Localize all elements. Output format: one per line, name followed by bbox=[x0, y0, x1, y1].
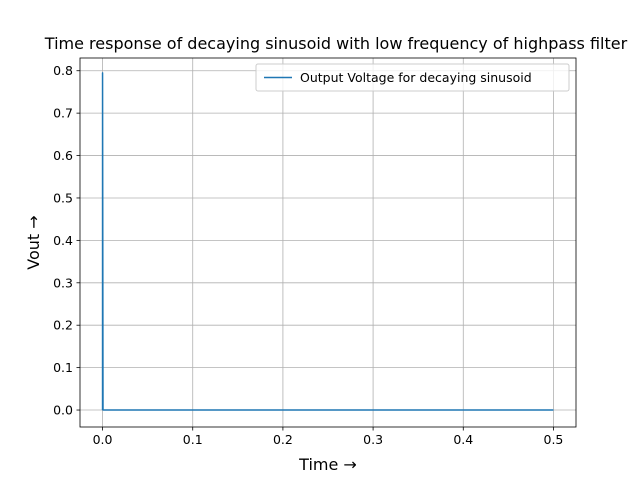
x-tick-label: 0.4 bbox=[453, 432, 473, 447]
x-tick-label: 0.5 bbox=[544, 432, 564, 447]
y-tick-label: 0.8 bbox=[53, 63, 73, 78]
legend-label: Output Voltage for decaying sinusoid bbox=[300, 70, 532, 85]
x-tick-label: 0.3 bbox=[363, 432, 383, 447]
y-tick-label: 0.2 bbox=[53, 318, 73, 333]
legend-box bbox=[255, 63, 570, 92]
plot-frame bbox=[79, 57, 577, 428]
legend: Output Voltage for decaying sinusoid bbox=[255, 63, 570, 92]
series-layer bbox=[101, 72, 554, 411]
y-tick-label: 0.4 bbox=[53, 233, 73, 248]
x-tick-label: 0.2 bbox=[273, 432, 293, 447]
x-axis-label: Time → bbox=[298, 455, 357, 474]
x-tick-label: 0.0 bbox=[93, 432, 113, 447]
y-tick-label: 0.0 bbox=[53, 403, 73, 418]
y-tick-label: 0.3 bbox=[53, 275, 73, 290]
y-axis-label: Vout → bbox=[24, 215, 43, 269]
x-axis-ticks: 0.0 0.1 0.2 0.3 0.4 0.5 bbox=[93, 427, 564, 447]
y-tick-label: 0.5 bbox=[53, 190, 73, 205]
chart-title: Time response of decaying sinusoid with … bbox=[44, 34, 628, 53]
x-tick-label: 0.1 bbox=[183, 432, 203, 447]
series-line bbox=[101, 72, 554, 411]
y-axis-ticks: 0.0 0.1 0.2 0.3 0.4 0.5 0.6 0.7 0.8 bbox=[53, 63, 80, 418]
y-tick-label: 0.7 bbox=[53, 106, 73, 121]
y-tick-label: 0.1 bbox=[53, 360, 73, 375]
y-tick-label: 0.6 bbox=[53, 148, 73, 163]
